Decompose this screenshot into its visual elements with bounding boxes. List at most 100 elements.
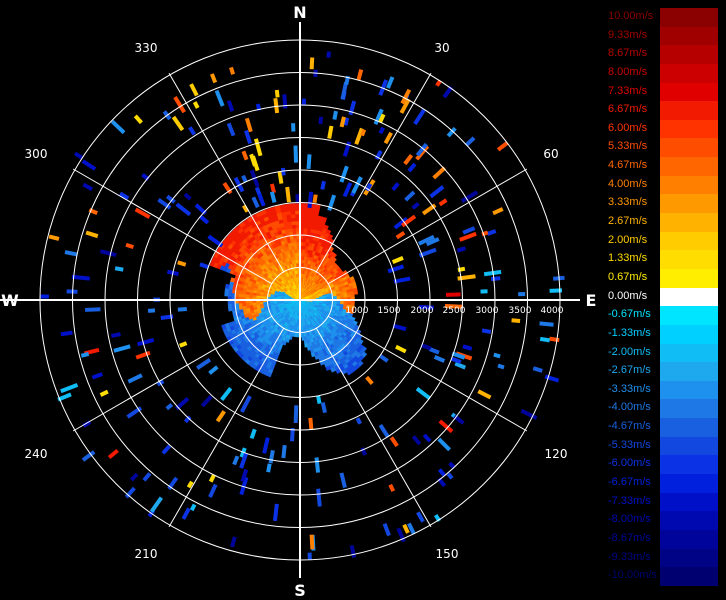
velocity-cell xyxy=(331,257,337,263)
echo-return xyxy=(208,474,216,483)
echo-return xyxy=(407,522,416,535)
echo-return xyxy=(462,226,476,235)
echo-return xyxy=(460,190,479,204)
echo-return xyxy=(126,406,143,419)
echo-return xyxy=(444,304,463,309)
echo-return xyxy=(251,155,260,172)
legend-label: 6.67m/s xyxy=(608,103,648,116)
echo-return xyxy=(175,202,192,217)
legend-label: 10.00m/s xyxy=(608,10,654,22)
echo-return xyxy=(480,289,488,294)
echo-return xyxy=(189,83,199,97)
legend-swatch xyxy=(660,26,718,46)
legend-swatch xyxy=(660,138,718,158)
echo-return xyxy=(360,447,367,456)
legend-entry: 10.00m/s xyxy=(606,8,718,27)
legend-label: 9.33m/s xyxy=(608,28,648,41)
azimuth-label-240: 240 xyxy=(25,447,48,461)
legend-swatch xyxy=(660,455,718,475)
echo-return xyxy=(192,101,200,109)
echo-return xyxy=(442,85,454,99)
legend-label: -9.33m/s xyxy=(608,550,651,563)
legend-entry: 4.67m/s xyxy=(606,157,718,176)
legend-entry: 4.00m/s xyxy=(606,175,718,195)
legend-entry: 3.33m/s xyxy=(606,194,718,214)
echo-return xyxy=(309,57,315,70)
legend-entry: -10.00m/s xyxy=(606,567,718,586)
azimuth-label-210: 210 xyxy=(135,547,158,561)
echo-return xyxy=(149,496,164,513)
echo-return xyxy=(378,423,390,439)
legend-swatch xyxy=(660,231,718,251)
echo-return xyxy=(251,196,260,209)
velocity-color-legend: 10.00m/s 9.33m/s 8.67m/s 8.00m/s 7.33m/s 6.67… xyxy=(606,8,718,586)
echo-return xyxy=(415,144,430,161)
legend-entry: -3.33m/s xyxy=(606,380,718,400)
legend-entry: 2.00m/s xyxy=(606,231,718,251)
legend-entry: -5.33m/s xyxy=(606,436,718,456)
azimuth-spoke xyxy=(327,315,528,432)
echo-return xyxy=(355,417,362,425)
echo-return xyxy=(48,234,60,241)
echo-return xyxy=(285,186,291,203)
echo-return xyxy=(244,129,252,145)
echo-return xyxy=(349,544,357,559)
legend-swatch xyxy=(660,101,718,120)
echo-return xyxy=(293,405,299,424)
echo-return xyxy=(229,66,235,75)
echo-return xyxy=(379,354,389,363)
legend-swatch xyxy=(660,380,718,400)
echo-return xyxy=(134,207,151,219)
echo-return xyxy=(320,402,327,414)
echo-return xyxy=(413,108,426,126)
legend-entry: 5.33m/s xyxy=(606,138,718,158)
azimuth-spoke xyxy=(327,168,528,285)
compass-west: W xyxy=(1,291,19,310)
echo-return xyxy=(110,332,121,338)
echo-return xyxy=(456,246,467,253)
echo-return xyxy=(342,182,353,198)
echo-return xyxy=(239,476,249,496)
echo-return xyxy=(64,250,78,257)
legend-entry: 0.00m/s xyxy=(606,287,718,307)
echo-return xyxy=(395,344,407,354)
echo-return xyxy=(483,269,502,277)
legend-label: -6.67m/s xyxy=(608,476,651,489)
echo-return xyxy=(84,307,101,312)
velocity-cell xyxy=(331,252,337,259)
legend-entry: -4.00m/s xyxy=(606,399,718,419)
legend-label: -5.33m/s xyxy=(608,438,651,451)
echo-return xyxy=(207,234,224,248)
echo-return xyxy=(137,337,155,347)
echo-return xyxy=(188,126,197,136)
echo-return xyxy=(281,444,287,459)
echo-return xyxy=(309,534,315,550)
echo-return xyxy=(451,351,466,360)
compass-east: E xyxy=(586,291,597,310)
echo-return xyxy=(40,294,49,299)
range-label-1500: 1500 xyxy=(378,306,401,316)
velocity-cell xyxy=(225,283,230,289)
legend-label: 8.00m/s xyxy=(608,65,648,78)
velocity-cell xyxy=(325,229,332,235)
legend-entry: -6.00m/s xyxy=(606,455,718,475)
legend-label: -6.00m/s xyxy=(608,457,651,470)
echo-return xyxy=(399,98,411,114)
legend-swatch xyxy=(660,175,718,195)
echo-return xyxy=(200,395,213,408)
echo-return xyxy=(360,128,367,137)
velocity-cell xyxy=(353,290,359,295)
echo-return xyxy=(273,98,280,114)
echo-return xyxy=(177,306,187,312)
echo-return xyxy=(477,389,492,400)
echo-return xyxy=(179,341,188,348)
echo-return xyxy=(268,449,275,464)
echo-return xyxy=(386,76,395,89)
legend-swatch xyxy=(660,343,718,363)
azimuth-spoke xyxy=(315,327,432,528)
echo-return xyxy=(549,336,560,343)
legend-label: 3.33m/s xyxy=(608,196,648,209)
echo-return xyxy=(448,461,456,469)
legend-label: -2.00m/s xyxy=(608,345,651,358)
echo-return xyxy=(189,503,197,512)
